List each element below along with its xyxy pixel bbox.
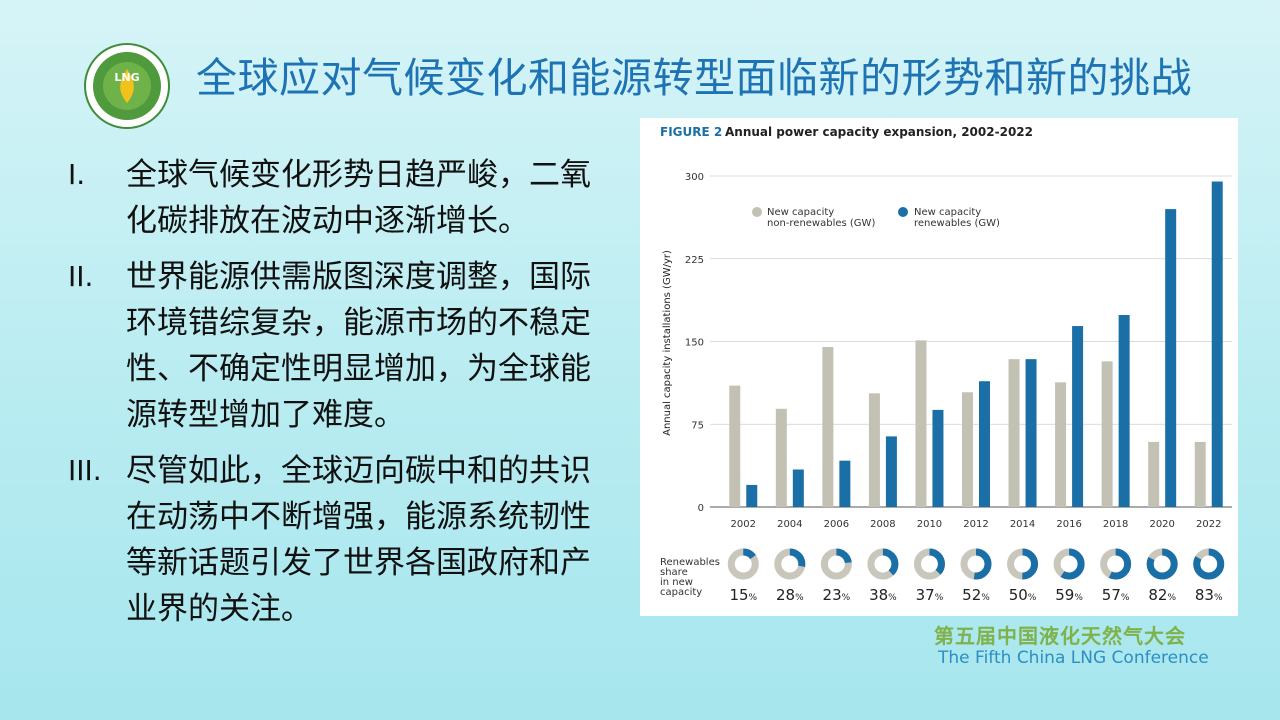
- x-tick-label: 2016: [1056, 519, 1081, 530]
- chart-figure: FIGURE 2 Annual power capacity expansion…: [640, 118, 1238, 616]
- legend-swatch-renewables: [898, 207, 908, 217]
- bullet-number: III.: [68, 454, 102, 487]
- bar-non-renewables: [822, 347, 834, 507]
- bullet-item-1: I. 全球气候变化形势日趋严峻，二氧化碳排放在波动中逐渐增长。: [68, 152, 628, 244]
- share-value-label: 59%: [1055, 586, 1083, 604]
- bar-renewables: [746, 484, 758, 507]
- bar-non-renewables: [775, 408, 787, 507]
- share-donut-track: [727, 548, 759, 580]
- share-value-label: 28%: [776, 586, 804, 604]
- share-donut-arc: [913, 548, 945, 580]
- share-donut-arc: [1053, 548, 1085, 580]
- bar-non-renewables: [1148, 441, 1160, 507]
- bar-non-renewables: [1008, 359, 1020, 507]
- logo-text: LNG: [114, 71, 139, 84]
- share-value-label: 50%: [1009, 586, 1037, 604]
- share-value-label: 15%: [729, 586, 757, 604]
- bar-chart: FIGURE 2 Annual power capacity expansion…: [660, 125, 1232, 604]
- share-value-label: 82%: [1148, 586, 1176, 604]
- bullet-text: 尽管如此，全球迈向碳中和的共识在动荡中不断增强，能源系统韧性等新话题引发了世界各…: [126, 453, 591, 627]
- share-value-label: 57%: [1102, 586, 1130, 604]
- y-tick-label: 0: [698, 503, 704, 514]
- share-donut-arc: [1100, 548, 1132, 580]
- bar-renewables: [932, 409, 944, 507]
- bar-renewables: [1025, 359, 1037, 507]
- x-tick-label: 2010: [917, 519, 942, 530]
- bar-renewables: [1072, 326, 1084, 507]
- share-value-label: 37%: [916, 586, 944, 604]
- conference-name-cn: 第五届中国液化天然气大会: [934, 624, 1186, 648]
- share-label-line: share: [660, 567, 688, 578]
- legend-label-renewables-2: renewables (GW): [914, 218, 1000, 229]
- x-tick-label: 2022: [1196, 519, 1221, 530]
- legend-swatch-non-renewables: [752, 207, 762, 217]
- share-donut-arc: [1193, 548, 1225, 580]
- x-tick-label: 2004: [777, 519, 802, 530]
- bar-non-renewables: [729, 385, 741, 507]
- bullet-text: 全球气候变化形势日趋严峻，二氧化碳排放在波动中逐渐增长。: [126, 157, 591, 239]
- conference-name-en: The Fifth China LNG Conference: [938, 648, 1209, 668]
- legend: New capacity non-renewables (GW) New cap…: [752, 207, 1000, 229]
- bar-non-renewables: [1194, 441, 1206, 507]
- bar-renewables: [1211, 181, 1223, 507]
- share-value-label: 23%: [823, 586, 851, 604]
- x-tick-label: 2020: [1149, 519, 1174, 530]
- share-label-line: Renewables: [660, 557, 720, 568]
- x-tick-label: 2002: [731, 519, 756, 530]
- bar-non-renewables: [1101, 361, 1113, 507]
- bar-non-renewables: [962, 392, 973, 507]
- x-tick-label: 2014: [1010, 519, 1035, 530]
- bullet-number: I.: [68, 158, 86, 191]
- share-value-label: 52%: [962, 586, 990, 604]
- slide-title: 全球应对气候变化和能源转型面临新的形势和新的挑战: [196, 54, 1192, 102]
- share-label: Renewables share in new capacity: [660, 557, 720, 598]
- bullet-item-2: II. 世界能源供需版图深度调整，国际环境错综复杂，能源市场的不稳定性、不确定性…: [68, 254, 628, 438]
- bar-non-renewables: [915, 340, 927, 507]
- x-tick-label: 2006: [824, 519, 849, 530]
- x-tick-label: 2008: [870, 519, 895, 530]
- plot-area: 0 75 150 225 300 2002 15% 2004 28% 2006 23% 2008 38%…: [685, 172, 1232, 604]
- bar-renewables: [885, 436, 897, 507]
- bullet-text: 世界能源供需版图深度调整，国际环境错综复杂，能源市场的不稳定性、不确定性明显增加…: [126, 259, 591, 433]
- y-tick-label: 75: [691, 420, 704, 431]
- conference-logo: LNG: [84, 43, 170, 129]
- bullet-list: I. 全球气候变化形势日趋严峻，二氧化碳排放在波动中逐渐增长。 II. 世界能源…: [68, 152, 628, 642]
- share-donut-arc: [774, 548, 806, 580]
- figure-label: FIGURE 2: [660, 125, 722, 139]
- bar-non-renewables: [1055, 382, 1067, 507]
- share-label-line: capacity: [660, 587, 702, 598]
- bar-renewables: [1118, 315, 1130, 507]
- bullet-number: II.: [68, 260, 94, 293]
- bar-renewables: [1165, 209, 1177, 507]
- legend-label-non-renewables-2: non-renewables (GW): [767, 218, 875, 229]
- legend-label-non-renewables: New capacity: [767, 207, 834, 218]
- y-axis-label: Annual capacity installations (GW/yr): [662, 250, 673, 436]
- y-tick-label: 150: [685, 338, 704, 349]
- bar-renewables: [839, 460, 851, 507]
- x-tick-label: 2018: [1103, 519, 1128, 530]
- bar-renewables: [979, 381, 990, 507]
- x-tick-label: 2012: [963, 519, 988, 530]
- share-value-label: 38%: [869, 586, 897, 604]
- y-tick-label: 300: [685, 172, 704, 183]
- legend-label-renewables: New capacity: [914, 207, 981, 218]
- chart-title: Annual power capacity expansion, 2002-20…: [725, 125, 1033, 139]
- bar-non-renewables: [868, 393, 880, 507]
- share-donut-arc: [1146, 548, 1178, 580]
- bullet-item-3: III. 尽管如此，全球迈向碳中和的共识在动荡中不断增强，能源系统韧性等新话题引…: [68, 448, 628, 632]
- y-tick-label: 225: [685, 255, 704, 266]
- share-donut-arc: [820, 548, 852, 580]
- bar-renewables: [792, 469, 804, 507]
- share-label-line: in new: [660, 577, 693, 588]
- share-donut-arc: [960, 548, 992, 580]
- share-value-label: 83%: [1195, 586, 1223, 604]
